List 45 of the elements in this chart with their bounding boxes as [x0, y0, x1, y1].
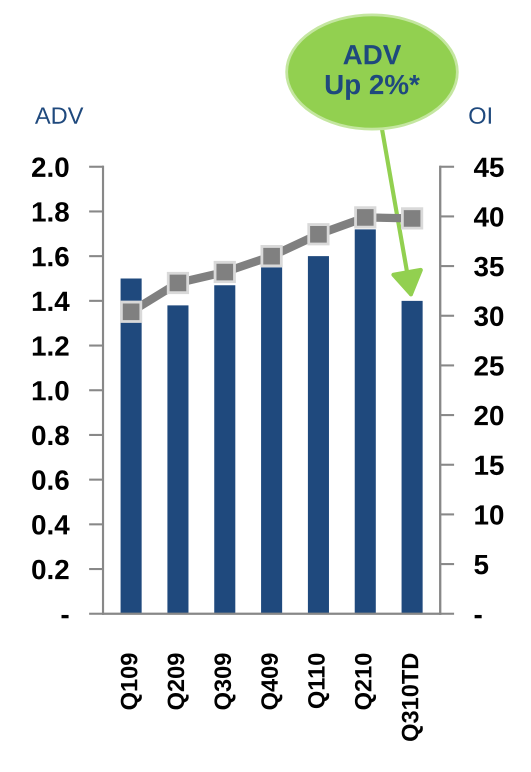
bar — [402, 300, 423, 614]
x-tick-label: Q110 — [308, 654, 330, 708]
bar — [167, 305, 188, 614]
y-tick-label: 1.6 — [32, 246, 69, 266]
x-tick-label: Q109 — [120, 654, 142, 710]
bar — [214, 285, 236, 614]
y-tick-label: 0.8 — [32, 426, 69, 446]
y2-tick-label: 10 — [475, 505, 504, 525]
x-tick-label: Q210 — [354, 654, 376, 710]
y-tick-label: 1.4 — [32, 292, 70, 311]
x-tick-label: Q310TD — [402, 654, 423, 741]
x-tick-label: Q309 — [214, 654, 236, 710]
y2-tick-label: 30 — [474, 306, 504, 326]
y2-tick-label: 15 — [475, 456, 504, 476]
x-tick-label: Q209 — [168, 654, 189, 710]
y-tick-label: 1.8 — [32, 202, 69, 222]
y2-axis-title: OI — [469, 107, 491, 124]
y-tick-label: 0.4 — [32, 515, 70, 535]
point — [260, 245, 283, 268]
point — [307, 223, 330, 246]
y2-tick-label: 40 — [474, 207, 504, 227]
bar — [120, 278, 142, 614]
point — [166, 272, 190, 294]
bar — [308, 256, 329, 614]
point — [214, 260, 236, 284]
y2-tick-label: 5 — [474, 555, 488, 574]
y2-tick-label: 25 — [474, 356, 504, 376]
y2-tick-label: 35 — [474, 256, 504, 276]
y-axis-title: ADV — [34, 107, 84, 124]
y-tick-label: - — [62, 614, 69, 618]
point — [354, 206, 376, 229]
annotation: ADV Up 2%* — [326, 45, 420, 100]
y2-tick-label: - — [474, 614, 482, 618]
point — [400, 207, 424, 230]
y2-tick-label: 20 — [474, 406, 504, 426]
y-tick-label: 2.0 — [32, 157, 69, 178]
bar — [354, 229, 376, 614]
y-tick-label: 1.0 — [32, 380, 69, 401]
x-tick-label: Q409 — [261, 654, 282, 710]
y2-tick-label: 45 — [474, 158, 504, 178]
bar — [261, 267, 282, 614]
point — [120, 300, 142, 323]
y-tick-label: 0.6 — [32, 470, 69, 490]
y-tick-label: 1.2 — [32, 336, 69, 356]
y-tick-label: 0.2 — [32, 560, 69, 580]
